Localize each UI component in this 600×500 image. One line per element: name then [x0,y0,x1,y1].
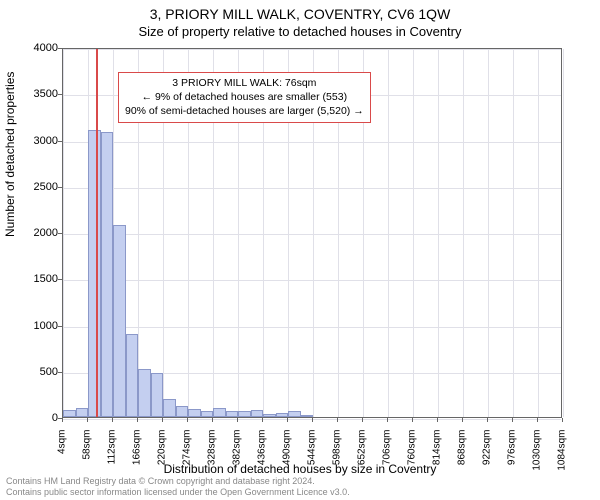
histogram-bar [251,410,264,417]
y-tick-label: 4000 [8,42,58,54]
annotation-line-1: 3 PRIORY MILL WALK: 76sqm [125,76,364,90]
x-tick-label: 814sqm [432,430,443,490]
x-tick-label: 652sqm [357,430,368,490]
y-tick-label: 1500 [8,273,58,285]
histogram-bar [263,414,276,417]
y-tick-label: 3000 [8,135,58,147]
y-tick-label: 1000 [8,320,58,332]
x-tick-label: 328sqm [207,430,218,490]
x-tick-label: 490sqm [282,430,293,490]
x-tick-label: 274sqm [182,430,193,490]
y-tick-label: 3500 [8,88,58,100]
histogram-bar [76,408,89,417]
chart-annotation: 3 PRIORY MILL WALK: 76sqm ← 9% of detach… [118,72,371,123]
histogram-bar [151,373,164,417]
histogram-bar [288,411,301,417]
histogram-bar [163,399,176,418]
histogram-bar [126,334,139,417]
x-tick-label: 598sqm [332,430,343,490]
y-tick-label: 500 [8,366,58,378]
histogram-bar [88,130,101,417]
histogram-bar [63,410,76,417]
x-tick-label: 220sqm [157,430,168,490]
x-tick-label: 112sqm [107,430,118,490]
x-tick-label: 922sqm [482,430,493,490]
x-tick-label: 760sqm [407,430,418,490]
x-tick-label: 382sqm [232,430,243,490]
x-tick-label: 868sqm [457,430,468,490]
x-tick-label: 1030sqm [532,430,543,490]
x-tick-label: 58sqm [82,430,93,490]
histogram-bar [188,409,201,417]
reference-line [96,49,98,417]
annotation-line-2: ← 9% of detached houses are smaller (553… [125,90,364,104]
y-tick-label: 0 [8,412,58,424]
histogram-bar [138,369,151,417]
chart-page: 3, PRIORY MILL WALK, COVENTRY, CV6 1QW S… [0,0,600,500]
histogram-bar [276,413,289,417]
histogram-bar [201,411,214,417]
x-tick-label: 436sqm [257,430,268,490]
histogram-bar [176,406,189,417]
annotation-line-3: 90% of semi-detached houses are larger (… [125,104,364,118]
y-tick-label: 2500 [8,181,58,193]
page-title: 3, PRIORY MILL WALK, COVENTRY, CV6 1QW [0,6,600,22]
x-tick-label: 544sqm [307,430,318,490]
x-tick-label: 976sqm [507,430,518,490]
histogram-bar [213,408,226,417]
page-subtitle: Size of property relative to detached ho… [0,24,600,39]
x-tick-label: 1084sqm [557,430,568,490]
histogram-bar [113,225,126,417]
histogram-bar [226,411,239,417]
histogram-bar [301,415,314,417]
x-tick-label: 706sqm [382,430,393,490]
y-tick-label: 2000 [8,227,58,239]
histogram-bar [101,132,114,417]
histogram-bar [238,411,251,417]
x-tick-label: 4sqm [57,430,68,490]
x-tick-label: 166sqm [132,430,143,490]
